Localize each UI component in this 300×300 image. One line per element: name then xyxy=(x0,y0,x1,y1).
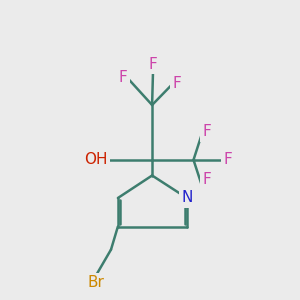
Text: F: F xyxy=(224,152,232,167)
Text: F: F xyxy=(202,172,211,188)
Text: F: F xyxy=(202,124,211,140)
Text: F: F xyxy=(172,76,181,92)
Text: F: F xyxy=(148,57,158,72)
Text: N: N xyxy=(181,190,193,206)
Text: OH: OH xyxy=(85,152,108,167)
Text: Br: Br xyxy=(88,275,104,290)
Text: F: F xyxy=(119,70,128,86)
